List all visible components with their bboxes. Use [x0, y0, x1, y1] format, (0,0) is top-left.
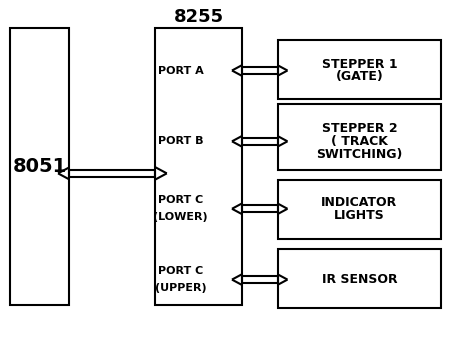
- Bar: [277, 40, 440, 99]
- Text: (LOWER): (LOWER): [153, 212, 207, 222]
- Text: (GATE): (GATE): [335, 70, 383, 83]
- Text: PORT C: PORT C: [157, 195, 202, 205]
- Bar: [10, 28, 69, 305]
- Text: IR SENSOR: IR SENSOR: [321, 273, 396, 286]
- Text: PORT C: PORT C: [157, 266, 202, 276]
- Bar: [277, 249, 440, 308]
- Text: ( TRACK: ( TRACK: [330, 135, 387, 148]
- Bar: [155, 28, 241, 305]
- Text: STEPPER 2: STEPPER 2: [321, 122, 396, 135]
- Text: INDICATOR: INDICATOR: [321, 196, 397, 209]
- Bar: [277, 180, 440, 239]
- Text: LIGHTS: LIGHTS: [334, 209, 384, 222]
- Text: STEPPER 1: STEPPER 1: [321, 57, 396, 71]
- Text: PORT A: PORT A: [157, 66, 203, 75]
- Text: PORT B: PORT B: [157, 136, 203, 146]
- Text: (UPPER): (UPPER): [154, 283, 206, 293]
- Text: 8051: 8051: [13, 157, 67, 176]
- Text: 8255: 8255: [173, 7, 223, 26]
- Text: SWITCHING): SWITCHING): [316, 148, 402, 161]
- Bar: [277, 104, 440, 170]
